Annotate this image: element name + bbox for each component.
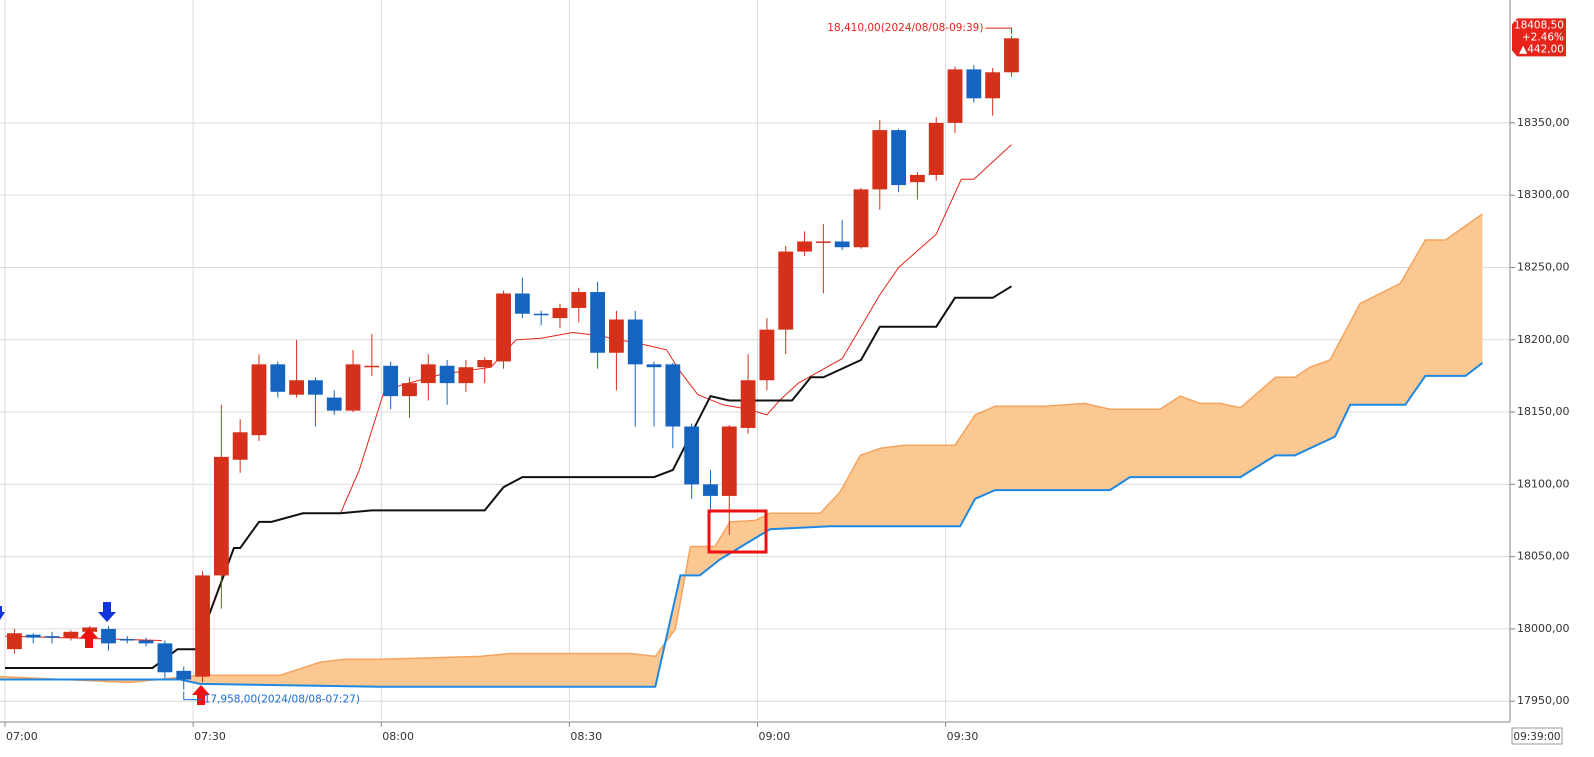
candle-body xyxy=(213,456,229,576)
candle-body xyxy=(815,241,831,243)
annotation: 18,410,00(2024/08/08-09:39) xyxy=(827,22,983,34)
y-tick-label: 17950,00 xyxy=(1517,694,1570,707)
y-tick-label: 18050,00 xyxy=(1517,550,1570,563)
candle-body xyxy=(514,293,530,314)
candle-body xyxy=(439,365,455,384)
x-tick-label: 07:30 xyxy=(194,730,226,743)
x-tick-label: 09:00 xyxy=(759,730,791,743)
annotation: 17,958,00(2024/08/08-07:27) xyxy=(204,694,360,706)
candle-body xyxy=(63,631,79,638)
y-tick-label: 18300,00 xyxy=(1517,188,1570,201)
candle-body xyxy=(665,364,681,427)
candle-body xyxy=(646,364,662,368)
candle-body xyxy=(289,380,305,395)
candle-body xyxy=(759,329,775,381)
candle-body xyxy=(458,367,474,384)
price-label-text: +2.46% xyxy=(1522,31,1564,43)
candle-body xyxy=(834,241,850,248)
candle-body xyxy=(44,636,60,638)
candle-body xyxy=(966,69,982,99)
candle-body xyxy=(25,634,41,638)
y-tick-label: 18350,00 xyxy=(1517,116,1570,129)
indicator-line xyxy=(5,285,1013,669)
buy-signal xyxy=(192,685,210,705)
candle-body xyxy=(270,364,286,392)
candle-body xyxy=(157,643,173,673)
cloud xyxy=(0,213,1484,688)
candle-body xyxy=(1004,38,1019,73)
candle-body xyxy=(797,241,812,252)
candle-body xyxy=(232,432,248,460)
candles xyxy=(7,36,1019,690)
cursor-time-box xyxy=(1511,727,1563,745)
candle-body xyxy=(251,364,267,436)
candle-body xyxy=(778,251,794,330)
candle-body xyxy=(7,633,22,650)
x-tick-label: 07:00 xyxy=(6,730,38,743)
cursor-time: 09:39:00 xyxy=(1513,731,1560,743)
x-tick-label: 08:00 xyxy=(382,730,414,743)
candle-body xyxy=(721,426,737,496)
candle-body xyxy=(326,397,342,411)
span-b-line xyxy=(0,362,1484,688)
candle-body xyxy=(119,639,135,641)
candle-body xyxy=(609,319,624,353)
candle-body xyxy=(703,484,718,496)
candle-body xyxy=(627,319,643,365)
candle-body xyxy=(872,130,888,190)
candle-body xyxy=(552,307,568,319)
candle-body xyxy=(740,380,756,428)
candle-body xyxy=(176,670,192,680)
cloud-fill xyxy=(0,214,1483,687)
span-a-line xyxy=(0,213,1483,684)
y-axis-panel xyxy=(1510,0,1594,757)
candle-body xyxy=(496,293,511,362)
y-tick-label: 18150,00 xyxy=(1517,405,1570,418)
candle-body xyxy=(533,313,549,316)
buy-signal xyxy=(80,628,98,648)
annotation-leader xyxy=(183,691,202,701)
candle-body xyxy=(308,380,323,395)
candle-body xyxy=(101,628,116,644)
y-tick-label: 18200,00 xyxy=(1517,333,1570,346)
sell-signal xyxy=(0,606,5,620)
candle-body xyxy=(684,426,700,485)
candle-body xyxy=(345,364,361,411)
x-tick-label: 08:30 xyxy=(570,730,602,743)
candle-body xyxy=(910,174,925,183)
candle-body xyxy=(853,189,869,248)
candle-body xyxy=(383,365,399,397)
y-tick-label: 18000,00 xyxy=(1517,622,1570,635)
x-tick-label: 09:30 xyxy=(947,730,979,743)
price-label-text: 18408,50 xyxy=(1514,19,1564,31)
candle-body xyxy=(138,640,154,644)
candle-body xyxy=(928,122,944,175)
annotations: 18,410,00(2024/08/08-09:39) 17,958,00(202… xyxy=(183,18,1566,745)
candle-body xyxy=(891,130,907,186)
y-tick-label: 18100,00 xyxy=(1517,477,1570,490)
highlight-box xyxy=(707,509,768,554)
candle-body xyxy=(947,69,963,123)
y-tick-label: 18250,00 xyxy=(1517,260,1570,273)
signals xyxy=(0,509,768,705)
price-label-text: ▲442,00 xyxy=(1519,43,1564,55)
candle-body xyxy=(402,383,417,397)
candle-body xyxy=(590,292,606,353)
candle-body xyxy=(985,72,1001,99)
candle-body xyxy=(571,292,587,308)
annotation-leader xyxy=(985,27,1012,35)
price-label-box xyxy=(1512,18,1566,57)
candle-body xyxy=(195,575,210,677)
sell-signal xyxy=(98,602,116,622)
candle-body xyxy=(420,364,436,384)
candle-body xyxy=(364,365,380,368)
candle-body xyxy=(477,360,493,368)
grid xyxy=(0,0,1510,720)
